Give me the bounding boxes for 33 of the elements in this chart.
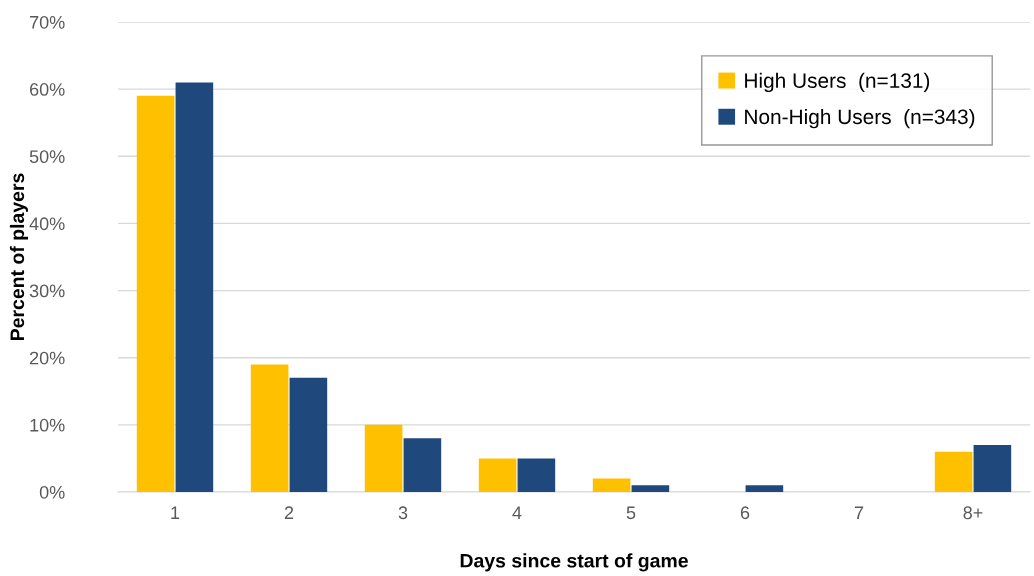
y-tick-label: 30% [29, 284, 65, 298]
y-tick-label: 10% [30, 418, 65, 432]
bar [745, 485, 784, 492]
x-tick-label: 6 [740, 506, 750, 520]
bar [250, 364, 289, 492]
legend-label: High Users (n=131) [745, 72, 930, 93]
bar [478, 458, 517, 492]
bar [934, 451, 973, 492]
bar [973, 445, 1012, 492]
x-tick-label: 2 [284, 506, 294, 519]
y-tick-label: 50% [29, 150, 65, 164]
bar [289, 377, 328, 492]
x-tick-label: 3 [398, 506, 408, 520]
bar [403, 438, 442, 492]
bar [175, 82, 214, 492]
bar [631, 485, 670, 492]
y-tick-label: 70% [30, 15, 65, 29]
bar [364, 424, 403, 492]
bar [517, 458, 556, 492]
x-tick-label: 4 [512, 506, 522, 519]
y-tick-label: 0% [39, 485, 65, 499]
y-tick-label: 20% [29, 351, 65, 365]
legend-label: Non-High Users (n=343) [745, 108, 975, 129]
x-axis-title: Days since start of game [460, 553, 688, 572]
bar [136, 95, 175, 492]
x-tick-label: 8+ [963, 506, 983, 520]
bar [592, 478, 631, 492]
x-tick-label: 1 [171, 506, 180, 519]
x-tick-label: 5 [626, 506, 636, 520]
y-tick-label: 60% [30, 83, 65, 96]
y-tick-label: 40% [29, 217, 65, 231]
x-tick-label: 7 [854, 506, 864, 519]
y-axis-title: Percent of players [9, 173, 28, 340]
